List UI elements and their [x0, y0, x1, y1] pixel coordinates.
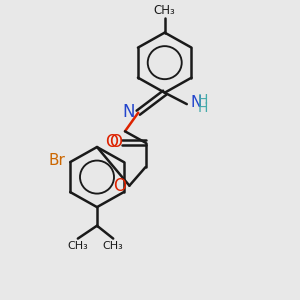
Text: O: O [110, 133, 123, 151]
Text: N: N [190, 95, 202, 110]
Text: CH₃: CH₃ [154, 4, 176, 17]
Text: H: H [198, 93, 208, 107]
Text: CH₃: CH₃ [68, 242, 88, 251]
Text: O: O [113, 177, 126, 195]
Text: Br: Br [49, 153, 66, 168]
Text: H: H [198, 100, 208, 115]
Text: N: N [122, 103, 135, 121]
Text: O: O [106, 133, 118, 151]
Text: CH₃: CH₃ [103, 242, 124, 251]
